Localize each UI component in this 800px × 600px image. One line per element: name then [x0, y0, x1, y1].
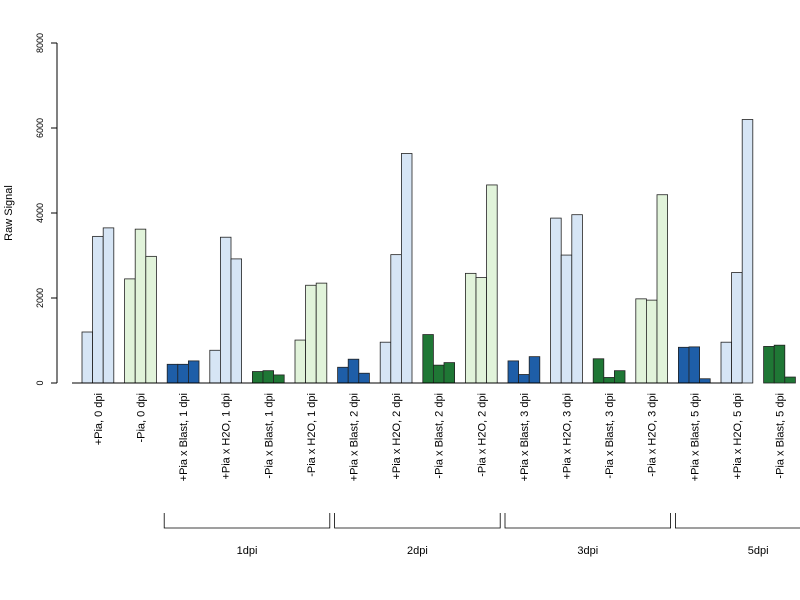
group-brackets: 1dpi 2dpi 3dpi 5dpi — [163, 513, 800, 557]
bar — [305, 284, 317, 384]
bar — [390, 254, 402, 384]
bar — [187, 360, 200, 384]
category-label: -Pia x Blast, 3 dpi — [604, 393, 616, 479]
category-label: -Pia x H2O, 1 dpi — [306, 393, 318, 477]
bar — [134, 228, 147, 384]
bar — [145, 255, 157, 384]
bar — [518, 374, 530, 384]
group-bracket — [675, 513, 800, 529]
bar — [92, 235, 104, 384]
category-label: +Pia x H2O, 2 dpi — [391, 393, 403, 480]
y-tick-label: 0 — [35, 380, 45, 385]
bar — [315, 282, 328, 384]
bar — [358, 372, 370, 384]
bar — [124, 278, 136, 384]
y-axis-title: Raw Signal — [3, 185, 15, 241]
bar — [177, 363, 189, 384]
bar — [741, 119, 754, 384]
bar — [731, 272, 743, 384]
bar — [443, 362, 456, 384]
group-label: 5dpi — [748, 545, 769, 557]
bar — [635, 298, 647, 384]
category-label: -Pia x H2O, 3 dpi — [647, 393, 659, 477]
category-label: -Pia x Blast, 2 dpi — [434, 393, 446, 479]
y-tick-label: 6000 — [35, 118, 45, 138]
bar — [699, 378, 711, 384]
category-label: +Pia x H2O, 3 dpi — [562, 393, 574, 480]
category-label: +Pia x Blast, 1 dpi — [178, 393, 190, 481]
y-tick-label: 4000 — [35, 203, 45, 223]
bar — [219, 236, 232, 384]
bar — [656, 194, 669, 384]
group-bracket — [504, 513, 671, 529]
bar — [400, 153, 413, 384]
bar — [209, 349, 221, 384]
y-axis: 0 2000 4000 6000 8000 — [35, 33, 58, 386]
bar — [614, 370, 626, 384]
category-label: -Pia x Blast, 1 dpi — [263, 393, 275, 479]
category-label: +Pia x Blast, 5 dpi — [689, 393, 701, 481]
bar — [784, 376, 796, 384]
bar — [571, 214, 583, 384]
category-label: -Pia, 0 dpi — [136, 393, 148, 443]
bar — [560, 254, 573, 384]
bar — [102, 227, 115, 384]
bar — [262, 370, 275, 384]
bar — [486, 184, 498, 384]
group-bracket — [334, 513, 501, 529]
category-label: +Pia x Blast, 2 dpi — [349, 393, 361, 481]
bar — [379, 341, 392, 384]
bar — [528, 356, 541, 384]
category-label: -Pia x Blast, 5 dpi — [775, 393, 787, 479]
group-label: 2dpi — [407, 545, 428, 557]
bar — [337, 366, 349, 384]
bar — [230, 258, 243, 384]
group-label: 3dpi — [577, 545, 598, 557]
bar — [166, 363, 179, 384]
bar — [273, 374, 285, 384]
bar — [678, 346, 690, 384]
bar — [294, 339, 307, 384]
bar — [507, 360, 520, 384]
bar — [688, 346, 701, 384]
bar — [550, 217, 562, 384]
group-label: 1dpi — [237, 545, 258, 557]
bar — [720, 341, 733, 384]
bars-layer — [81, 119, 796, 384]
y-tick-label: 2000 — [35, 288, 45, 308]
bar — [81, 331, 94, 384]
bar — [603, 377, 615, 384]
bar — [347, 358, 360, 384]
bar — [773, 344, 786, 384]
bar — [592, 358, 605, 384]
y-tick-label: 8000 — [35, 33, 45, 53]
group-bracket — [163, 513, 331, 529]
category-label: +Pia x Blast, 3 dpi — [519, 393, 531, 481]
bar — [763, 346, 775, 384]
bar — [432, 364, 445, 384]
bar — [251, 371, 264, 384]
bar — [646, 299, 658, 384]
category-label: +Pia, 0 dpi — [93, 393, 105, 445]
category-label: +Pia x H2O, 1 dpi — [221, 393, 233, 480]
bar — [422, 334, 434, 384]
bar — [475, 277, 488, 384]
category-labels: +Pia, 0 dpi -Pia, 0 dpi +Pia x Blast, 1 dp… — [93, 393, 787, 481]
category-label: -Pia x H2O, 2 dpi — [476, 393, 488, 477]
bar — [464, 272, 477, 384]
category-label: +Pia x H2O, 5 dpi — [732, 393, 744, 480]
